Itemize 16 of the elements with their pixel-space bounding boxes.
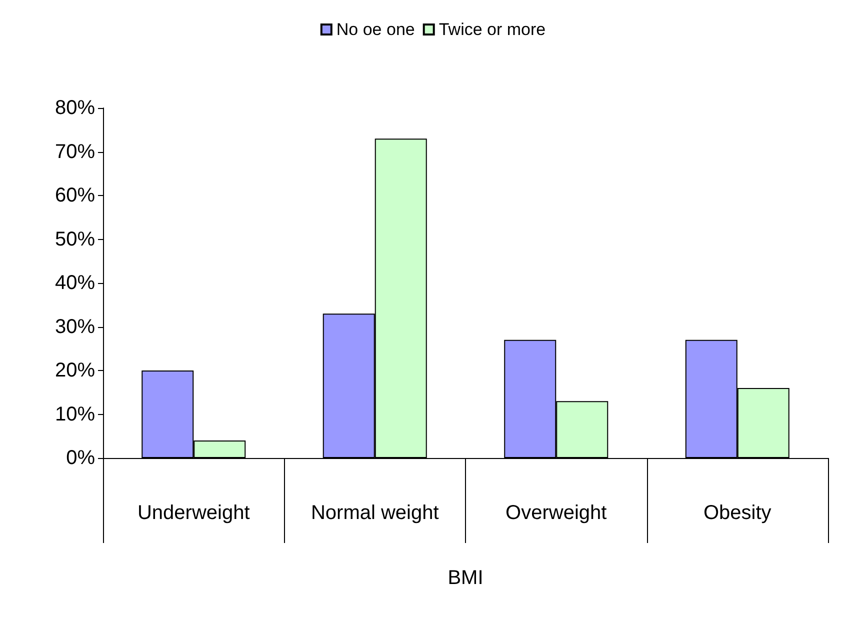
y-tick-label: 20% [54, 360, 96, 382]
y-tick-label: 80% [54, 97, 96, 119]
y-tick-label: 30% [54, 316, 96, 338]
x-tick-label: Normal weight [310, 502, 440, 524]
x-axis-title: BMI [448, 567, 484, 589]
legend-label: No oe one [336, 20, 415, 39]
y-tick-label: 50% [54, 228, 96, 250]
y-tick-label: 60% [54, 184, 96, 206]
x-tick-label: Obesity [703, 502, 772, 524]
y-tick-label: 0% [66, 447, 96, 469]
y-tick-label: 10% [54, 403, 96, 426]
x-tick-label: Overweight [506, 502, 608, 524]
y-tick-label: 40% [54, 272, 96, 294]
y-tick-label: 70% [54, 140, 96, 163]
legend-label: Twice or more [438, 20, 546, 39]
x-tick-label: Underweight [137, 502, 250, 524]
